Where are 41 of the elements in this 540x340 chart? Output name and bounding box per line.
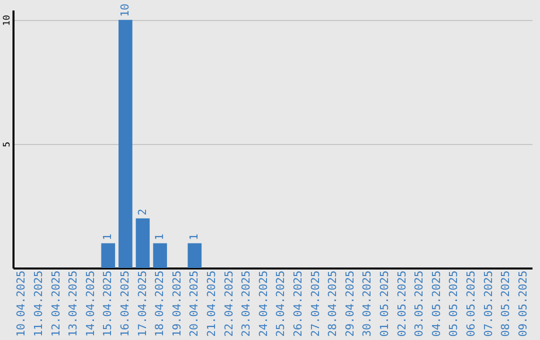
data-label: 2 (136, 208, 149, 216)
x-tick-label: 24.04.2025 (256, 270, 270, 337)
x-tick-label: 01.05.2025 (378, 270, 391, 337)
x-tick-label: 03.05.2025 (412, 270, 426, 337)
y-tick-label: 5 (2, 142, 12, 148)
bar (101, 243, 116, 268)
x-tick-label: 08.05.2025 (499, 270, 512, 337)
x-tick-label: 05.05.2025 (447, 270, 460, 337)
x-tick-label: 29.04.2025 (343, 270, 356, 337)
x-tick-label: 20.04.2025 (188, 270, 201, 337)
data-label: 10 (118, 4, 132, 17)
x-tick-label: 17.04.2025 (136, 270, 149, 337)
x-tick-label: 19.04.2025 (170, 270, 184, 337)
x-tick-label: 06.05.2025 (464, 270, 478, 337)
x-tick-label: 11.04.2025 (32, 270, 45, 337)
x-tick-label: 27.04.2025 (308, 270, 322, 337)
bar (136, 218, 150, 268)
x-tick-label: 22.04.2025 (222, 270, 236, 337)
x-tick-label: 12.04.2025 (49, 270, 62, 337)
x-tick-label: 15.04.2025 (101, 270, 114, 337)
x-tick-label: 09.05.2025 (516, 270, 530, 337)
data-label: 1 (153, 234, 166, 240)
x-tick-label: 10.04.2025 (14, 270, 28, 337)
data-label: 1 (101, 234, 114, 240)
x-tick-label: 07.05.2025 (482, 270, 495, 337)
x-tick-label: 28.04.2025 (326, 270, 340, 337)
x-tick-label: 14.04.2025 (84, 270, 97, 337)
x-tick-label: 16.04.2025 (118, 270, 132, 337)
bar (188, 243, 202, 268)
x-tick-label: 25.04.2025 (274, 270, 288, 337)
x-tick-label: 02.05.2025 (395, 270, 408, 337)
bar (153, 243, 167, 268)
x-tick-label: 21.04.2025 (204, 270, 218, 337)
x-tick-label: 18.04.2025 (153, 270, 166, 337)
x-tick-label: 23.04.2025 (240, 270, 253, 337)
data-label: 1 (188, 234, 201, 240)
x-tick-label: 04.05.2025 (430, 270, 443, 337)
x-tick-label: 26.04.2025 (291, 270, 304, 337)
x-tick-label: 13.04.2025 (66, 270, 80, 337)
x-tick-label: 30.04.2025 (360, 270, 374, 337)
bar (118, 20, 132, 268)
